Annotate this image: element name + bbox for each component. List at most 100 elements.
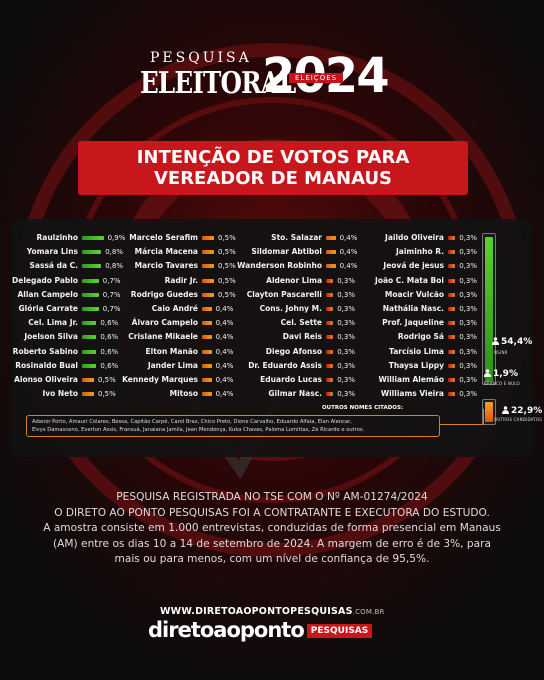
candidate-row: Glória Carrate 0,7%: [12, 302, 120, 316]
website-link[interactable]: WWW.DIRETOAOPONTOPESQUISAS.COM.BR: [160, 606, 385, 617]
candidate-bar: [202, 321, 212, 326]
candidate-percent: 0,3%: [459, 276, 477, 285]
candidate-percent: 0,7%: [102, 290, 121, 299]
candidate-bar: [326, 307, 334, 311]
others-title: OUTROS NOMES CITADOS:: [322, 405, 404, 411]
candidate-percent: 0,6%: [100, 319, 119, 328]
candidate-bar: [448, 278, 456, 283]
candidate-row: Elton Manão 0,4%: [12, 345, 234, 359]
footer-line5: mais ou para menos, com um nível de conf…: [114, 553, 430, 565]
candidate-percent: 0,7%: [102, 305, 121, 313]
candidate-row: Davi Reis 0,3%: [12, 330, 355, 344]
candidate-name: Sto. Salazar: [271, 233, 322, 242]
footer-line2: O DIRETO AO PONTO PESQUISAS FOI A CONTRA…: [54, 506, 490, 519]
brand-logo: diretoaoponto PESQUISAS: [148, 618, 373, 642]
candidate-name: Kennedy Marques: [122, 375, 198, 384]
candidate-name: Caio André: [151, 304, 198, 313]
outros-bar-fill: [485, 401, 493, 422]
candidate-name: Nathália Nasc.: [382, 304, 444, 313]
candidate-row: Roberto Sabino 0,6%: [12, 345, 119, 359]
candidate-percent: 0,3%: [337, 319, 355, 328]
title-line2: VEREADOR DE MANAUS: [153, 168, 393, 189]
candidate-percent: 0,5%: [218, 234, 236, 242]
candidate-bar: [448, 335, 456, 340]
candidate-row: Williams Vieira 0,3%: [12, 387, 477, 401]
header-tag: ELEIÇÕES: [289, 73, 344, 83]
candidate-name: Allan Campelo: [17, 289, 78, 299]
candidate-name: Williams Vieira: [380, 389, 444, 399]
candidate-row: Moacir Vulcão 0,3%: [12, 288, 477, 302]
candidate-bar: [202, 363, 212, 368]
candidate-name: Cel. Sette: [280, 318, 322, 328]
candidate-row: Allan Campelo 0,7%: [12, 288, 120, 302]
candidate-percent: 0,3%: [337, 376, 355, 384]
candidate-name: William Alemão: [378, 375, 444, 384]
candidate-name: Jander Lima: [147, 360, 198, 370]
others-line1: Adanor Porto, Amauri Colares, Bessa, Cap…: [32, 419, 352, 425]
candidate-name: Elton Manão: [145, 346, 198, 356]
candidate-bar: [448, 236, 456, 240]
candidate-row: Sassá da C. 0,8%: [12, 259, 123, 273]
candidate-name: Eduardo Lucas: [260, 375, 322, 384]
candidate-percent: 0,4%: [215, 347, 234, 356]
candidate-bar: [448, 307, 456, 311]
title-line1: INTENÇÃO DE VOTOS PARA: [136, 147, 410, 168]
candidate-bar: [326, 392, 334, 397]
candidate-row: Rodrigo Guedes 0,5%: [12, 288, 236, 302]
candidate-row: Sildomar Abtibol 0,4%: [12, 245, 357, 259]
candidate-percent: 0,3%: [337, 347, 355, 356]
candidate-row: Jander Lima 0,4%: [12, 359, 234, 373]
header-line1: PESQUISA: [150, 50, 252, 66]
candidate-row: Cel. Sette 0,3%: [12, 316, 355, 330]
candidate-row: Kennedy Marques 0,4%: [12, 373, 233, 387]
candidate-bar: [82, 292, 99, 297]
candidate-row: Cel. Lima Jr. 0,6%: [12, 316, 118, 330]
candidate-name: Rodrigo Sá: [397, 332, 444, 342]
candidate-row: Marcio Tavares 0,5%: [12, 259, 236, 273]
candidate-row: Delegado Pablo 0,7%: [12, 274, 121, 288]
candidate-row: Dr. Eduardo Assis 0,3%: [12, 359, 355, 373]
candidate-row: Tarcísio Lima 0,3%: [12, 345, 477, 359]
candidate-name: Davi Reis: [282, 332, 322, 342]
candidate-name: Márcia Macena: [134, 247, 198, 257]
candidate-name: Aldenor Lima: [266, 275, 322, 285]
candidate-name: Crislane Mikaele: [128, 332, 198, 342]
candidate-name: Rosinaldo Bual: [15, 360, 78, 370]
candidate-name: Diego Afonso: [265, 346, 322, 356]
candidate-name: Sassá da C.: [29, 261, 78, 271]
candidate-name: Clayton Pascarelli: [246, 289, 322, 299]
candidate-name: Álvaro Campelo: [131, 318, 198, 328]
candidate-percent: 0,4%: [215, 361, 234, 370]
candidate-bar: [326, 335, 334, 340]
candidate-name: Dr. Eduardo Assis: [248, 360, 322, 370]
candidate-name: Tarcísio Lima: [389, 346, 444, 356]
candidate-row: Álvaro Campelo 0,4%: [12, 316, 234, 330]
candidate-row: William Alemão 0,3%: [12, 373, 477, 387]
candidate-name: Glória Carrate: [18, 304, 78, 313]
candidate-bar: [326, 321, 334, 326]
candidate-percent: 0,3%: [459, 262, 477, 271]
candidate-percent: 0,3%: [459, 376, 477, 384]
candidate-bar: [326, 264, 336, 269]
candidate-row: Wanderson Robinho 0,4%: [12, 259, 357, 273]
candidate-row: Radir Jr. 0,5%: [12, 274, 236, 288]
ns-nr-value: 54,4%: [492, 337, 532, 347]
logo-text: diretoaoponto: [148, 618, 305, 642]
candidate-percent: 0,4%: [339, 262, 358, 271]
candidate-bar: [448, 250, 456, 255]
candidate-row: Raulzinho 0,9%: [12, 231, 125, 245]
candidate-percent: 0,6%: [100, 347, 119, 356]
candidate-percent: 0,8%: [105, 248, 123, 257]
ns-nr-label: NS/NR: [494, 350, 508, 355]
candidate-name: Mitoso: [169, 389, 198, 399]
candidate-name: Cons. Johny M.: [259, 304, 322, 313]
results-panel: Raulzinho 0,9% Yomara Lins 0,8% Sassá da C. 0…: [12, 219, 542, 457]
candidate-bar: [202, 307, 212, 311]
candidate-bar: [202, 292, 214, 297]
candidate-percent: 0,4%: [339, 248, 358, 257]
candidate-name: Prof. Jaqueline: [382, 318, 444, 328]
candidate-row: Jaiminho R. 0,3%: [12, 245, 477, 259]
person-icon: [492, 337, 499, 345]
candidate-name: Raulzinho: [36, 233, 78, 242]
candidate-name: Wanderson Robinho: [237, 261, 322, 271]
